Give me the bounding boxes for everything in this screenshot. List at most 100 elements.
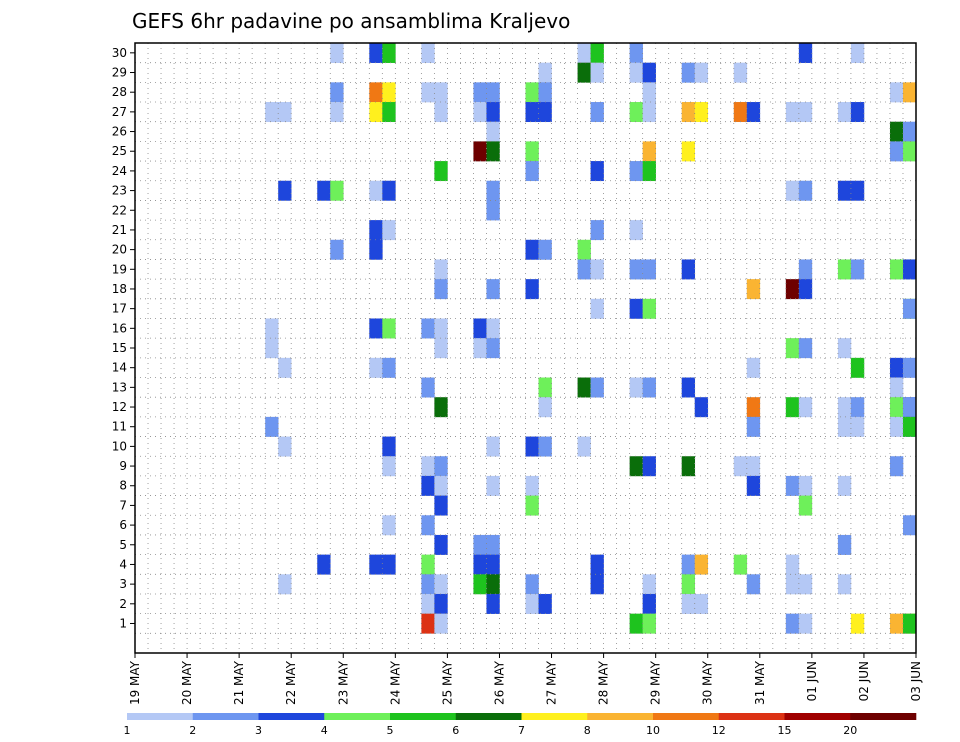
heatmap-cell [265,102,279,123]
heatmap-cell [850,357,865,378]
colorbar-swatch [521,713,588,720]
heatmap-cell [382,554,396,575]
heatmap-cell [642,62,656,83]
colorbar-swatch [192,713,259,720]
x-tick-label: 03 JUN [909,661,923,701]
heatmap-cell [486,141,500,162]
heatmap-cell [382,515,396,536]
heatmap-cell [642,82,656,103]
heatmap-cell [382,220,396,241]
heatmap-cell [590,62,604,83]
heatmap-cell [421,43,435,63]
colorbar-label: 15 [778,724,792,737]
heatmap-cell [382,357,396,378]
heatmap-cell [382,82,396,103]
heatmap-cell [369,82,383,103]
heatmap-cell [889,397,904,418]
colorbar-label: 10 [646,724,660,737]
heatmap-cell [434,593,448,614]
heatmap-cell [889,416,904,437]
heatmap-cell [382,43,396,63]
y-tick-label: 4 [119,557,127,571]
heatmap-cell [642,377,656,398]
heatmap-cell [889,141,904,162]
heatmap-cell [785,613,800,634]
x-axis-ticks: 19 MAY 20 MAY 21 MAY 22 MAY 23 MAY 24 MAY 25 M… [128,653,923,705]
heatmap-cell [330,82,344,103]
x-tick-label: 27 MAY [545,660,559,705]
y-tick-label: 7 [119,498,127,512]
heatmap-cell [473,554,487,575]
heatmap-cell [629,161,643,182]
heatmap-cell [421,82,435,103]
heatmap-cell [733,62,748,83]
heatmap-cell [590,220,604,241]
heatmap-cell [525,574,539,595]
heatmap-cell [538,102,552,123]
heatmap-cell [421,554,435,575]
heatmap-cell [837,574,852,595]
heatmap-cell [538,436,552,457]
heatmap-cell [369,318,383,339]
y-tick-label: 8 [119,479,127,493]
heatmap-cell [382,102,396,123]
heatmap-cell [798,495,813,516]
heatmap-cell [694,397,709,418]
x-tick-label: 31 MAY [753,660,767,705]
heatmap-cell [642,574,656,595]
heatmap-cell [525,495,539,516]
y-tick-label: 23 [112,184,127,198]
heatmap-cell [473,534,487,555]
heatmap-cell [590,43,604,63]
heatmap-cell [837,338,852,359]
y-tick-label: 18 [112,282,127,296]
heatmap-cell [746,574,761,595]
heatmap-cell [330,180,344,201]
chart-title: GEFS 6hr padavine po ansamblima Kraljevo [132,9,570,33]
y-tick-label: 16 [112,321,127,335]
heatmap-cell [785,574,800,595]
heatmap-cell [538,82,552,103]
y-tick-label: 2 [119,597,127,611]
heatmap-cell [525,475,539,496]
heatmap-cell [785,397,800,418]
colorbar-label: 6 [452,724,459,737]
y-axis-ticks: 1234567891011121314151617181920212223242… [112,46,135,630]
heatmap-cell [629,456,643,477]
heatmap-cell [902,82,917,103]
heatmap-cell [577,239,591,260]
heatmap-cell [850,102,865,123]
heatmap-cell [369,239,383,260]
heatmap-cell [798,475,813,496]
heatmap-cell [642,141,656,162]
heatmap-cell [265,338,279,359]
colorbar-swatch [324,713,391,720]
heatmap-cell [733,554,748,575]
heatmap-cell [837,397,852,418]
heatmap-cell [486,279,500,300]
heatmap-cell [330,43,344,63]
colorbar-label: 5 [387,724,394,737]
heatmap-cell [681,554,696,575]
heatmap-cell [434,318,448,339]
heatmap-cell [434,397,448,418]
heatmap-cell [382,318,396,339]
heatmap-cell [681,456,696,477]
heatmap-cell [837,259,852,280]
heatmap-cell [629,62,643,83]
colorbar-label: 1 [124,724,131,737]
x-tick-label: 25 MAY [440,660,454,705]
heatmap-cell [538,377,552,398]
heatmap-cell [785,180,800,201]
y-tick-label: 27 [112,105,127,119]
heatmap-cell [525,82,539,103]
heatmap-cell [590,259,604,280]
heatmap-cell [434,574,448,595]
heatmap-cell [642,298,656,319]
heatmap-cell [746,102,761,123]
heatmap-cell [642,161,656,182]
colorbar-label: 7 [518,724,525,737]
heatmap-cell [486,475,500,496]
heatmap-cell [798,338,813,359]
x-tick-label: 30 MAY [701,660,715,705]
